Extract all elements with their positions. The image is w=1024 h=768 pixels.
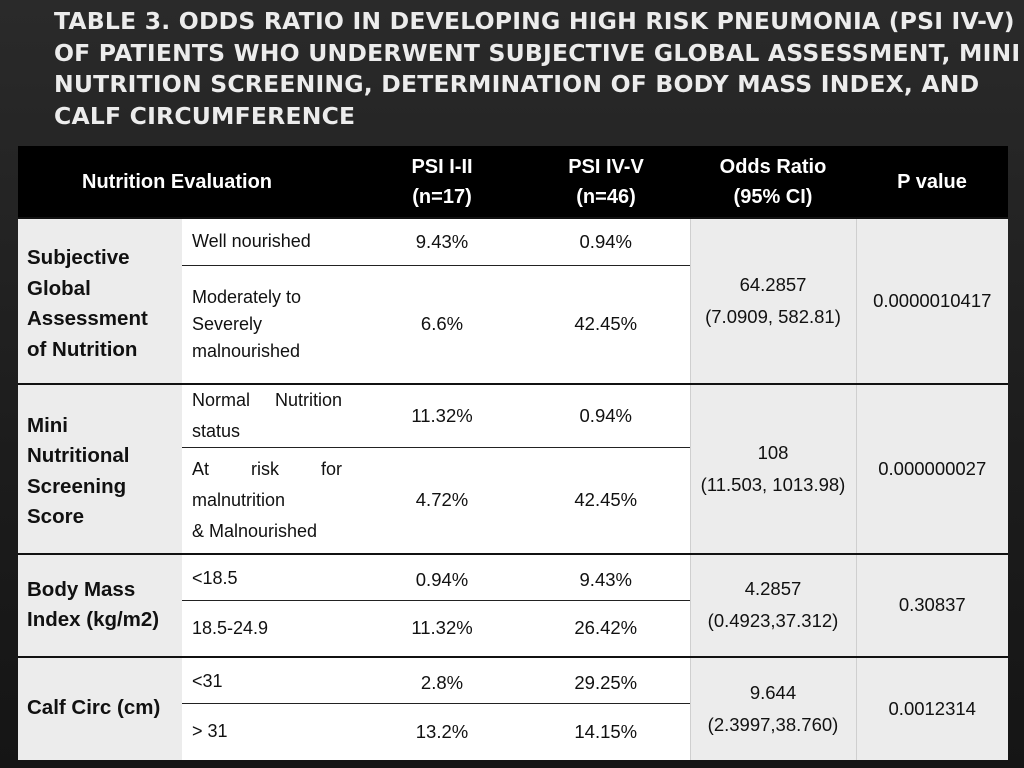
header-odds-ratio-line1: Odds Ratio <box>719 155 827 178</box>
psi-iv-v-value: 0.94% <box>522 217 690 265</box>
odds-ratio-value: 64.2857 <box>739 274 807 295</box>
p-value-cell: 0.30837 <box>855 552 1008 657</box>
row-label-word: for <box>320 458 342 479</box>
psi-iv-v-value: 0.94% <box>522 383 690 448</box>
row-label-line: Normal Nutrition <box>192 385 342 416</box>
table-row: Mini Nutritional Screening Score Normal … <box>18 383 1008 554</box>
header-odds-ratio-line2: (95% CI) <box>733 185 813 208</box>
group-label-line: Calf Circ (cm) <box>27 696 161 720</box>
group-label-line: of Nutrition <box>27 337 138 361</box>
header-row: Nutrition Evaluation PSI I-II (n=17) PSI… <box>18 146 1008 218</box>
table-row: Subjective Global Assessment of Nutritio… <box>18 217 1008 384</box>
group-label-sga: Subjective Global Assessment of Nutritio… <box>18 217 182 384</box>
header-psi-iv-v-line2: (n=46) <box>576 185 636 208</box>
group-label-line: Subjective <box>27 246 130 269</box>
group-label-line: Score <box>27 505 84 529</box>
group-label-line: Mini <box>27 413 68 437</box>
psi-i-ii-value: 6.6% <box>362 264 522 384</box>
row-label-word: At <box>192 458 210 479</box>
title-line: of patients who underwent subjective glo… <box>54 38 1021 67</box>
header-nutrition-evaluation: Nutrition Evaluation <box>18 146 362 218</box>
p-value-cell: 0.0012314 <box>855 655 1008 760</box>
row-label-word: Normal <box>192 390 251 410</box>
row-label: > 31 <box>182 703 362 760</box>
odds-ratio-cell: 9.644 (2.3997,38.760) <box>689 655 856 760</box>
psi-i-ii-value: 4.72% <box>362 447 522 554</box>
odds-ratio-cell: 4.2857 (0.4923,37.312) <box>689 552 856 657</box>
confidence-interval: (11.503, 1013.98) <box>700 473 846 495</box>
row-label: <18.5 <box>182 552 362 601</box>
table-row: At risk for malnutrition & Malnourished … <box>18 447 1008 554</box>
psi-i-ii-value: 0.94% <box>362 552 522 601</box>
psi-i-ii-value: 11.32% <box>362 383 522 448</box>
psi-iv-v-value: 14.15% <box>522 703 690 760</box>
row-label: <31 <box>182 655 362 704</box>
table-row: 18.5-24.9 11.32% 26.42% <box>18 600 1008 657</box>
row-label-line: status <box>192 421 241 441</box>
group-label-line: Global <box>27 276 91 300</box>
psi-iv-v-value: 26.42% <box>522 600 690 657</box>
header-psi-i-ii-line1: PSI I-II <box>411 155 473 178</box>
row-label-line: & Malnourished <box>192 520 318 541</box>
title-line: nutrition screening, determination of bo… <box>54 70 980 98</box>
confidence-interval: (2.3997,38.760) <box>707 713 839 735</box>
slide-title: Table 3. Odds ratio in developing high r… <box>54 6 1021 132</box>
header-psi-iv-v: PSI IV-V (n=46) <box>522 146 690 218</box>
psi-i-ii-value: 11.32% <box>362 600 522 657</box>
row-label: 18.5-24.9 <box>182 600 362 657</box>
row-label: Normal Nutrition status <box>182 383 362 448</box>
confidence-interval: (0.4923,37.312) <box>707 610 839 631</box>
psi-iv-v-value: 29.25% <box>522 655 690 704</box>
row-label: At risk for malnutrition & Malnourished <box>182 447 362 554</box>
psi-iv-v-value: 42.45% <box>522 264 690 384</box>
p-value-cell: 0.000000027 <box>855 383 1008 554</box>
group-label-line: Index (kg/m2) <box>27 608 160 631</box>
row-label-word: Nutrition <box>274 390 342 410</box>
header-psi-i-ii: PSI I-II (n=17) <box>362 146 522 218</box>
row-label: Moderately to Severely malnourished <box>182 264 362 384</box>
header-p-value: P value <box>856 146 1008 218</box>
title-line: calf circumference <box>54 101 356 130</box>
group-label-line: Screening <box>27 474 127 498</box>
odds-ratio-cell: 64.2857 (7.0909, 582.81) <box>689 217 856 384</box>
table-row: Moderately to Severely malnourished 6.6%… <box>18 264 1008 384</box>
table-row: Body Mass Index (kg/m2) <18.5 0.94% 9.43… <box>18 552 1008 657</box>
header-psi-i-ii-line2: (n=17) <box>412 185 472 208</box>
psi-iv-v-value: 42.45% <box>522 447 690 554</box>
table-row: Calf Circ (cm) <31 2.8% 29.25% 9.644 (2.… <box>18 655 1008 760</box>
p-value-cell: 0.0000010417 <box>855 217 1008 384</box>
table-row: > 31 13.2% 14.15% <box>18 703 1008 760</box>
row-label-line: Moderately to <box>192 286 302 307</box>
odds-ratio-value: 9.644 <box>749 681 797 703</box>
odds-ratio-value: 4.2857 <box>744 578 802 599</box>
group-label-line: Body Mass <box>27 577 136 601</box>
row-label-line: malnutrition <box>192 489 286 510</box>
row-label-word: risk <box>251 458 279 479</box>
row-label-line: At risk for <box>192 454 342 485</box>
group-label-calf: Calf Circ (cm) <box>18 655 182 760</box>
row-label: Well nourished <box>182 217 362 265</box>
confidence-interval: (7.0909, 582.81) <box>705 306 841 327</box>
group-label-mna: Mini Nutritional Screening Score <box>18 383 182 554</box>
title-line: Table 3. Odds ratio in developing high r… <box>54 7 1015 35</box>
psi-i-ii-value: 2.8% <box>362 655 522 704</box>
row-label-line: malnourished <box>192 340 301 361</box>
odds-ratio-table: Nutrition Evaluation PSI I-II (n=17) PSI… <box>18 146 1008 760</box>
odds-ratio-cell: 108 (11.503, 1013.98) <box>689 383 856 554</box>
header-odds-ratio: Odds Ratio (95% CI) <box>690 146 856 218</box>
group-label-line: Assessment <box>27 307 148 330</box>
group-label-bmi: Body Mass Index (kg/m2) <box>18 552 182 657</box>
row-label-line: Severely <box>192 313 263 334</box>
psi-i-ii-value: 9.43% <box>362 217 522 265</box>
psi-iv-v-value: 9.43% <box>522 552 690 601</box>
odds-ratio-value: 108 <box>757 441 789 463</box>
header-psi-iv-v-line1: PSI IV-V <box>568 155 644 178</box>
group-label-line: Nutritional <box>27 444 130 468</box>
psi-i-ii-value: 13.2% <box>362 703 522 760</box>
